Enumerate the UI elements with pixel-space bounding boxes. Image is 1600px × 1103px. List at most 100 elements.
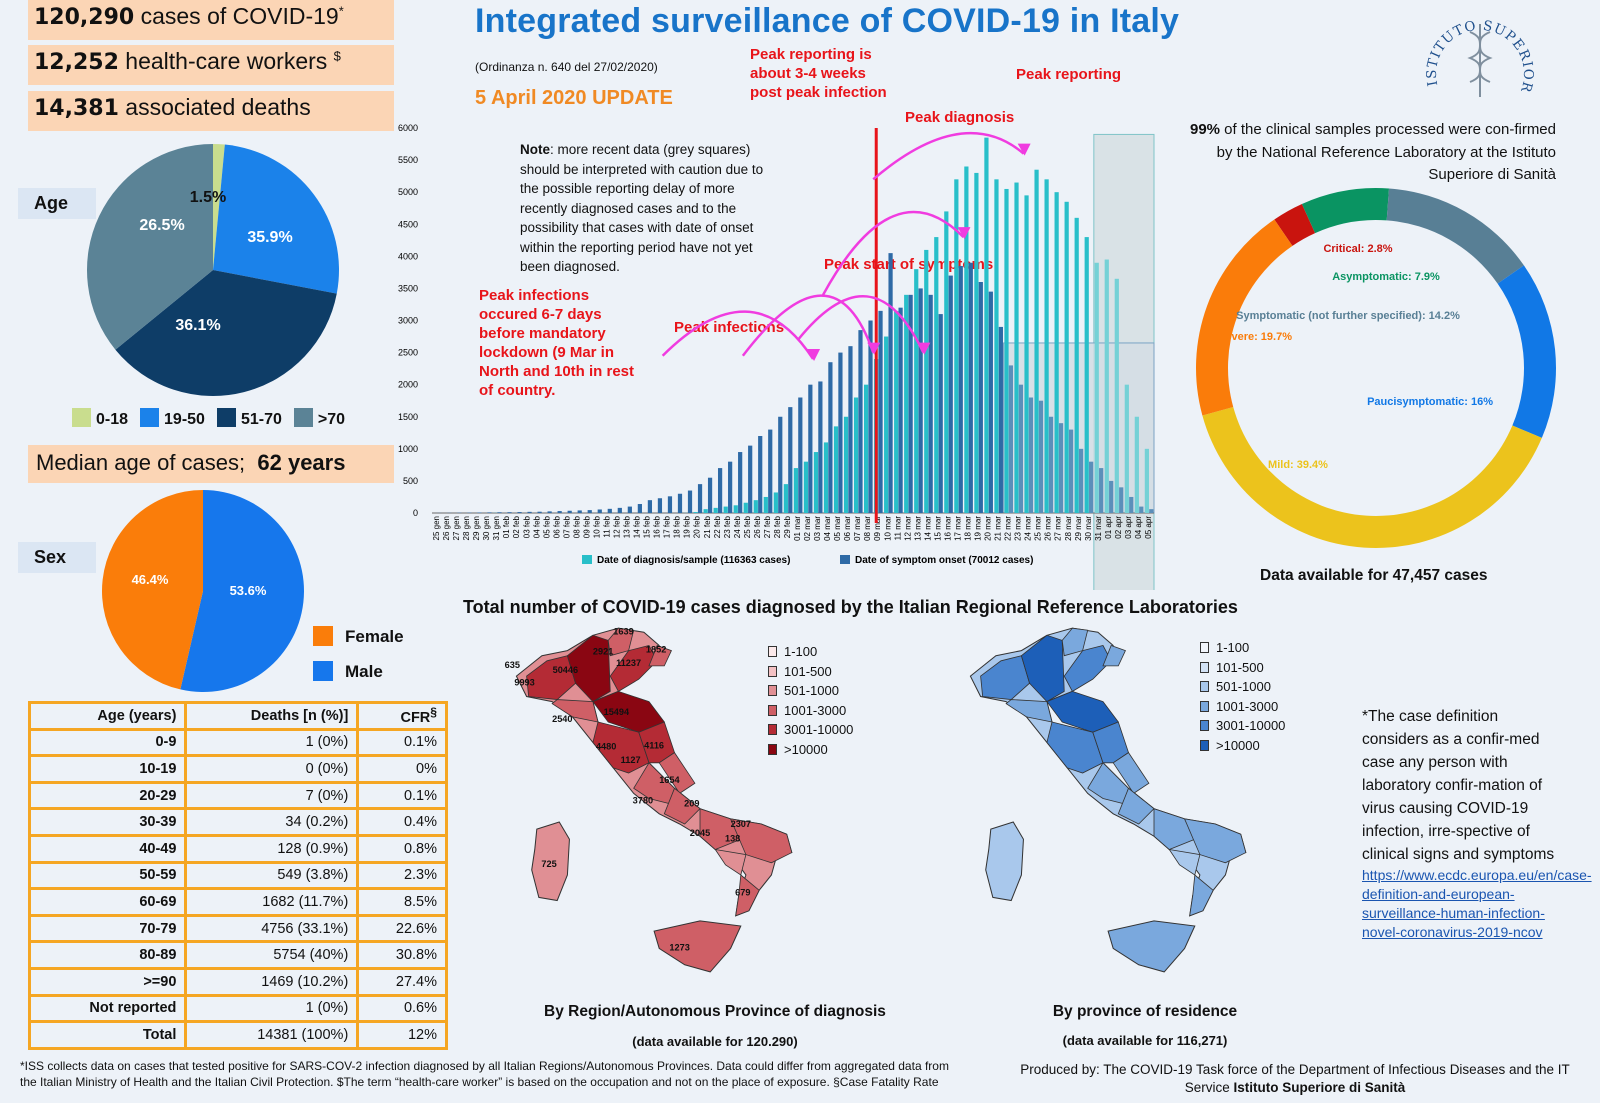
- bar-onset: [938, 314, 943, 513]
- y-tick-label: 500: [403, 476, 418, 486]
- map-legend-label: 1-100: [1216, 640, 1250, 655]
- bar-diagnosis: [863, 384, 869, 513]
- clinical-slice-label: Paucisymptomatic: 16%: [1367, 396, 1493, 408]
- table-cell: 0.8%: [356, 833, 448, 864]
- age-slice: [115, 270, 337, 397]
- map-legend-item: >10000: [1200, 736, 1285, 756]
- x-tick-label: 14 feb: [633, 515, 642, 538]
- map-region: [648, 644, 672, 667]
- bar-onset: [497, 512, 502, 513]
- x-tick-label: 03 mar: [813, 516, 822, 541]
- sex-tag: Sex: [18, 542, 96, 573]
- bar-diagnosis: [823, 442, 829, 513]
- sex-slice-female: [101, 490, 203, 690]
- y-tick-label: 5000: [398, 187, 418, 197]
- bar-onset: [687, 490, 693, 513]
- hcw-stat: 12,252 health-care workers $: [28, 45, 394, 85]
- province-map-sub: (data available for 116,271): [1062, 1033, 1228, 1048]
- map-legend-label: 101-500: [784, 663, 832, 679]
- note-line: before mandatory: [479, 325, 606, 342]
- map-legend-item: 1-100: [768, 642, 853, 662]
- age-slice: [213, 144, 339, 294]
- table-cell: 30.8%: [356, 940, 448, 970]
- bar-onset: [1028, 397, 1034, 513]
- legend-swatch-51-70: [216, 408, 236, 427]
- header-cfr: CFR§: [356, 701, 448, 731]
- y-tick-label: 1500: [398, 412, 418, 422]
- bar-onset: [697, 484, 703, 513]
- x-tick-label: 06 mar: [843, 516, 852, 541]
- bar-onset: [778, 416, 783, 513]
- x-tick-label: 25 mar: [1034, 516, 1043, 541]
- map-region: [1020, 634, 1065, 703]
- bar-onset: [677, 493, 683, 513]
- peak-infections-note: Peak infections occured 6-7 days before …: [479, 286, 634, 400]
- clinical-confirmation-text: 99% of the clinical samples processed we…: [1172, 119, 1556, 187]
- table-cell: 128 (0.9%): [184, 833, 360, 864]
- table-row: 30-39 34 (0.2%) 0.4%: [27, 807, 448, 837]
- bar-onset: [928, 294, 933, 513]
- province-map: [969, 627, 1247, 973]
- bar-onset: [838, 352, 843, 513]
- region-value-label: 50446: [553, 665, 579, 675]
- age-slice-label: 35.9%: [247, 229, 292, 246]
- bar-diagnosis: [713, 507, 718, 513]
- age-slice-label: 36.1%: [175, 317, 220, 334]
- peak-diagnosis-label: Peak diagnosis: [905, 109, 1015, 126]
- median-label: Median age of cases;: [36, 450, 246, 475]
- age-legend-item: 51-70: [216, 408, 282, 429]
- clinical-slice: [1196, 219, 1293, 416]
- bar-onset: [1139, 506, 1144, 513]
- epicurve-chart: 0 500 1000 1500 2000 2500 3000 3500 4000 4500 5000…: [398, 123, 1155, 590]
- table-header-row: Age (years) Deaths [n (%)] CFR§: [27, 701, 448, 731]
- y-tick-label: 1000: [398, 444, 418, 454]
- map-legend-label: 501-1000: [784, 683, 839, 698]
- bar-onset: [1058, 423, 1064, 513]
- age-tag: Age: [18, 188, 96, 219]
- table-row: 60-69 1682 (11.7%) 8.5%: [27, 887, 448, 917]
- bar-diagnosis: [853, 397, 859, 513]
- map-legend-item: 501-1000: [768, 681, 853, 701]
- map-region: [609, 645, 658, 692]
- bar-onset: [1129, 496, 1134, 513]
- map-region: [1189, 874, 1214, 917]
- table-cell: 22.6%: [356, 913, 448, 944]
- produced-by: Produced by: The COVID-19 Task force of …: [1000, 1061, 1590, 1097]
- region-value-label: 2921: [593, 647, 613, 657]
- region-value-label: 2540: [552, 714, 572, 724]
- table-cell: 549 (3.8%): [184, 860, 360, 891]
- table-cell: 0%: [356, 754, 448, 784]
- note-line: post peak infection: [750, 84, 887, 101]
- arrow-head: [867, 342, 881, 355]
- map-region: [633, 762, 675, 805]
- table-cell: >=90: [27, 966, 188, 997]
- y-tick-label: 4500: [398, 219, 418, 229]
- map-legend-swatch: [768, 724, 777, 735]
- ecdc-link[interactable]: https://www.ecdc.europa.eu/en/case-defin…: [1362, 867, 1592, 940]
- x-tick-label: 15 feb: [643, 515, 652, 538]
- table-row: 20-29 7 (0%) 0.1%: [27, 780, 448, 811]
- arrow-head: [917, 342, 931, 355]
- table-cell: 20-29: [27, 780, 188, 811]
- hcw-sup: $: [333, 48, 341, 64]
- map-legend-swatch: [1200, 681, 1209, 692]
- x-tick-label: 31 gen: [492, 516, 501, 540]
- x-tick-label: 30 gen: [482, 516, 491, 540]
- clinical-slice: [1386, 188, 1524, 284]
- data-avail-value: 47,457 cases: [1392, 567, 1488, 584]
- x-tick-label: 21 mar: [994, 516, 1003, 541]
- bar-onset: [1149, 509, 1154, 513]
- x-tick-label: 08 mar: [863, 516, 872, 541]
- x-tick-label: 26 feb: [753, 515, 762, 538]
- peak-arrow: [661, 310, 815, 360]
- x-tick-label: 24 feb: [733, 515, 742, 538]
- note-line: of country.: [479, 382, 556, 399]
- bar-onset: [607, 508, 612, 513]
- age-legend-label: 0-18: [96, 411, 129, 428]
- note-line: North and 10th in rest: [479, 363, 635, 380]
- map-legend-swatch: [1200, 642, 1209, 653]
- sardinia: [985, 821, 1024, 902]
- map-region: [1063, 645, 1112, 692]
- x-tick-label: 19 feb: [683, 515, 692, 538]
